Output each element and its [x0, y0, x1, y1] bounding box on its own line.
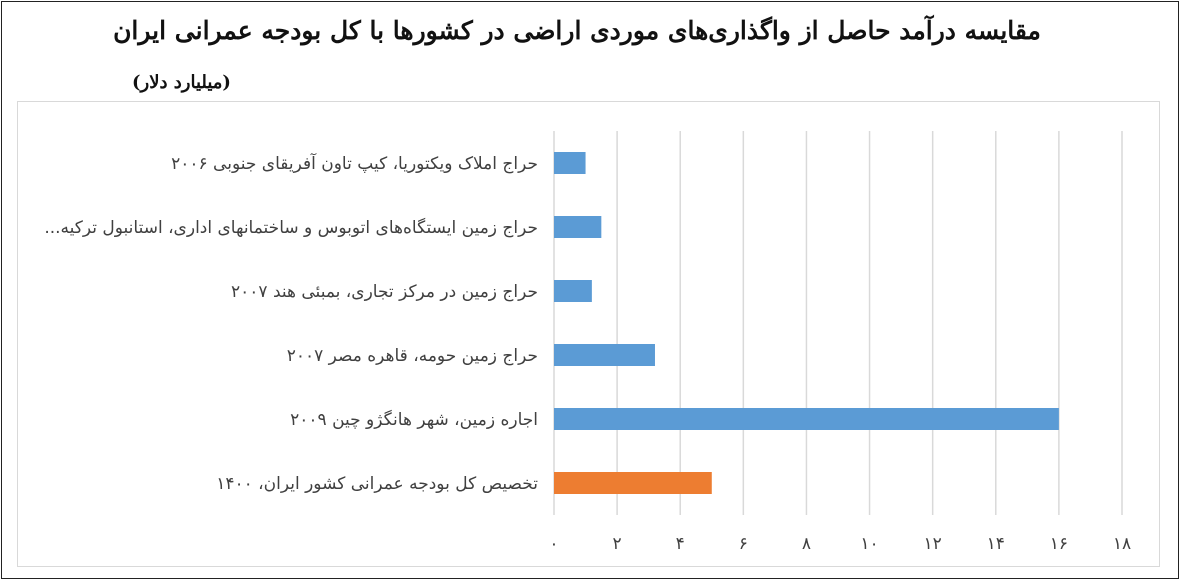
- bar: [554, 408, 1059, 430]
- x-tick-label: ۶: [739, 534, 748, 554]
- bar: [554, 344, 655, 366]
- x-tick-label: ۱۸: [1113, 534, 1131, 554]
- chart-title: مقایسه درآمد حاصل از واگذاری‌های موردی ا…: [113, 16, 1041, 45]
- bar-chart: ۰ ۲ ۴ ۶ ۸ ۱۰ ۱۲ ۱۴ ۱۶ ۱۸ حراج املاک ویکتوریا، کیپ …: [44, 131, 1131, 554]
- x-tick-label: ۱۰: [860, 534, 878, 554]
- x-tick-label: ۱۲: [924, 534, 942, 554]
- x-tick-label: ۰: [549, 534, 558, 554]
- category-label: تخصیص کل بودجه عمرانی کشور ایران، ۱۴۰۰: [216, 474, 538, 494]
- plot-area: ۰ ۲ ۴ ۶ ۸ ۱۰ ۱۲ ۱۴ ۱۶ ۱۸ حراج املاک ویکتوریا، کیپ …: [17, 101, 1160, 567]
- x-tick-label: ۱۴: [987, 534, 1005, 554]
- category-label: حراج زمین ایستگاه‌های اتوبوس و ساختمانها…: [44, 217, 538, 238]
- category-label: اجاره زمین، شهر هانگژو چین ۲۰۰۹: [290, 409, 538, 430]
- category-label: حراج املاک ویکتوریا، کیپ تاون آفریقای جن…: [171, 152, 538, 174]
- chart-unit-label: (میلیارد دلار): [132, 72, 231, 93]
- category-label: حراج زمین در مرکز تجاری، بمبئی هند ۲۰۰۷: [231, 282, 538, 302]
- x-tick-label: ۱۶: [1050, 534, 1068, 554]
- x-tick-label: ۲: [613, 534, 622, 554]
- x-tick-label: ۸: [802, 534, 811, 554]
- bar: [554, 280, 592, 302]
- bar: [554, 152, 586, 174]
- bar: [554, 472, 712, 494]
- bar: [554, 216, 602, 238]
- category-label: حراج زمین حومه، قاهره مصر ۲۰۰۷: [287, 346, 538, 366]
- x-tick-label: ۴: [676, 534, 685, 554]
